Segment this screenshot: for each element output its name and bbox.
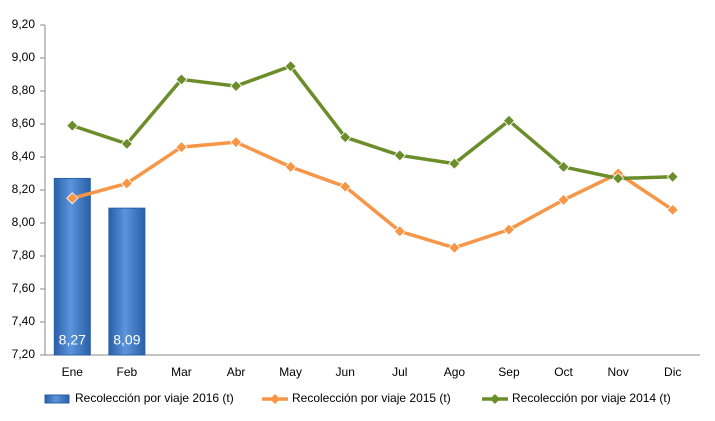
legend-marker	[490, 394, 500, 404]
marker	[448, 157, 461, 170]
x-tick-label: Feb	[117, 365, 138, 379]
marker	[666, 203, 679, 216]
y-tick-label: 9,00	[12, 50, 36, 64]
marker	[229, 136, 243, 149]
x-tick-label: Nov	[607, 365, 628, 379]
legend-label: Recolección por viaje 2014 (t)	[512, 391, 671, 405]
x-tick-label: Oct	[554, 365, 573, 379]
y-tick-label: 9,20	[12, 17, 36, 31]
marker	[120, 137, 133, 150]
x-tick-label: Mar	[171, 365, 192, 379]
marker	[448, 241, 461, 254]
line	[71, 64, 673, 181]
line	[71, 140, 674, 250]
legend-label: Recolección por viaje 2016 (t)	[75, 391, 234, 405]
marker	[393, 149, 406, 162]
x-tick-label: May	[279, 365, 302, 379]
y-tick-label: 7,40	[12, 314, 36, 328]
y-tick-label: 7,20	[12, 347, 36, 361]
x-tick-label: Dic	[664, 365, 681, 379]
marker	[393, 225, 406, 238]
y-tick-label: 8,20	[12, 182, 36, 196]
marker	[120, 177, 133, 190]
x-tick-label: Sep	[498, 365, 520, 379]
marker	[284, 160, 297, 173]
legend-marker	[270, 394, 280, 404]
y-tick-label: 7,60	[12, 281, 36, 295]
marker	[175, 141, 188, 154]
marker	[502, 223, 516, 236]
marker	[557, 193, 570, 206]
marker	[502, 114, 516, 127]
data-label: 8,27	[59, 332, 86, 348]
y-tick-label: 8,60	[12, 116, 36, 130]
marker	[666, 170, 679, 183]
data-label: 8,09	[113, 332, 140, 348]
marker	[557, 160, 570, 173]
marker	[284, 60, 297, 73]
marker	[229, 79, 243, 93]
marker	[339, 131, 352, 144]
marker	[175, 73, 188, 86]
y-tick-label: 8,80	[12, 83, 36, 97]
x-tick-label: Ene	[62, 365, 84, 379]
legend-swatch	[44, 394, 70, 404]
x-tick-label: Jul	[392, 365, 407, 379]
x-tick-label: Ago	[444, 365, 466, 379]
y-tick-label: 8,00	[12, 215, 36, 229]
x-tick-label: Abr	[227, 365, 246, 379]
marker	[66, 192, 79, 205]
bar	[53, 177, 91, 356]
y-tick-label: 7,80	[12, 248, 36, 262]
x-tick-label: Jun	[336, 365, 355, 379]
legend-label: Recolección por viaje 2015 (t)	[292, 391, 451, 405]
marker	[339, 180, 352, 193]
marker	[66, 119, 79, 132]
marker	[612, 172, 625, 185]
y-tick-label: 8,40	[12, 149, 36, 163]
bar	[108, 207, 146, 356]
